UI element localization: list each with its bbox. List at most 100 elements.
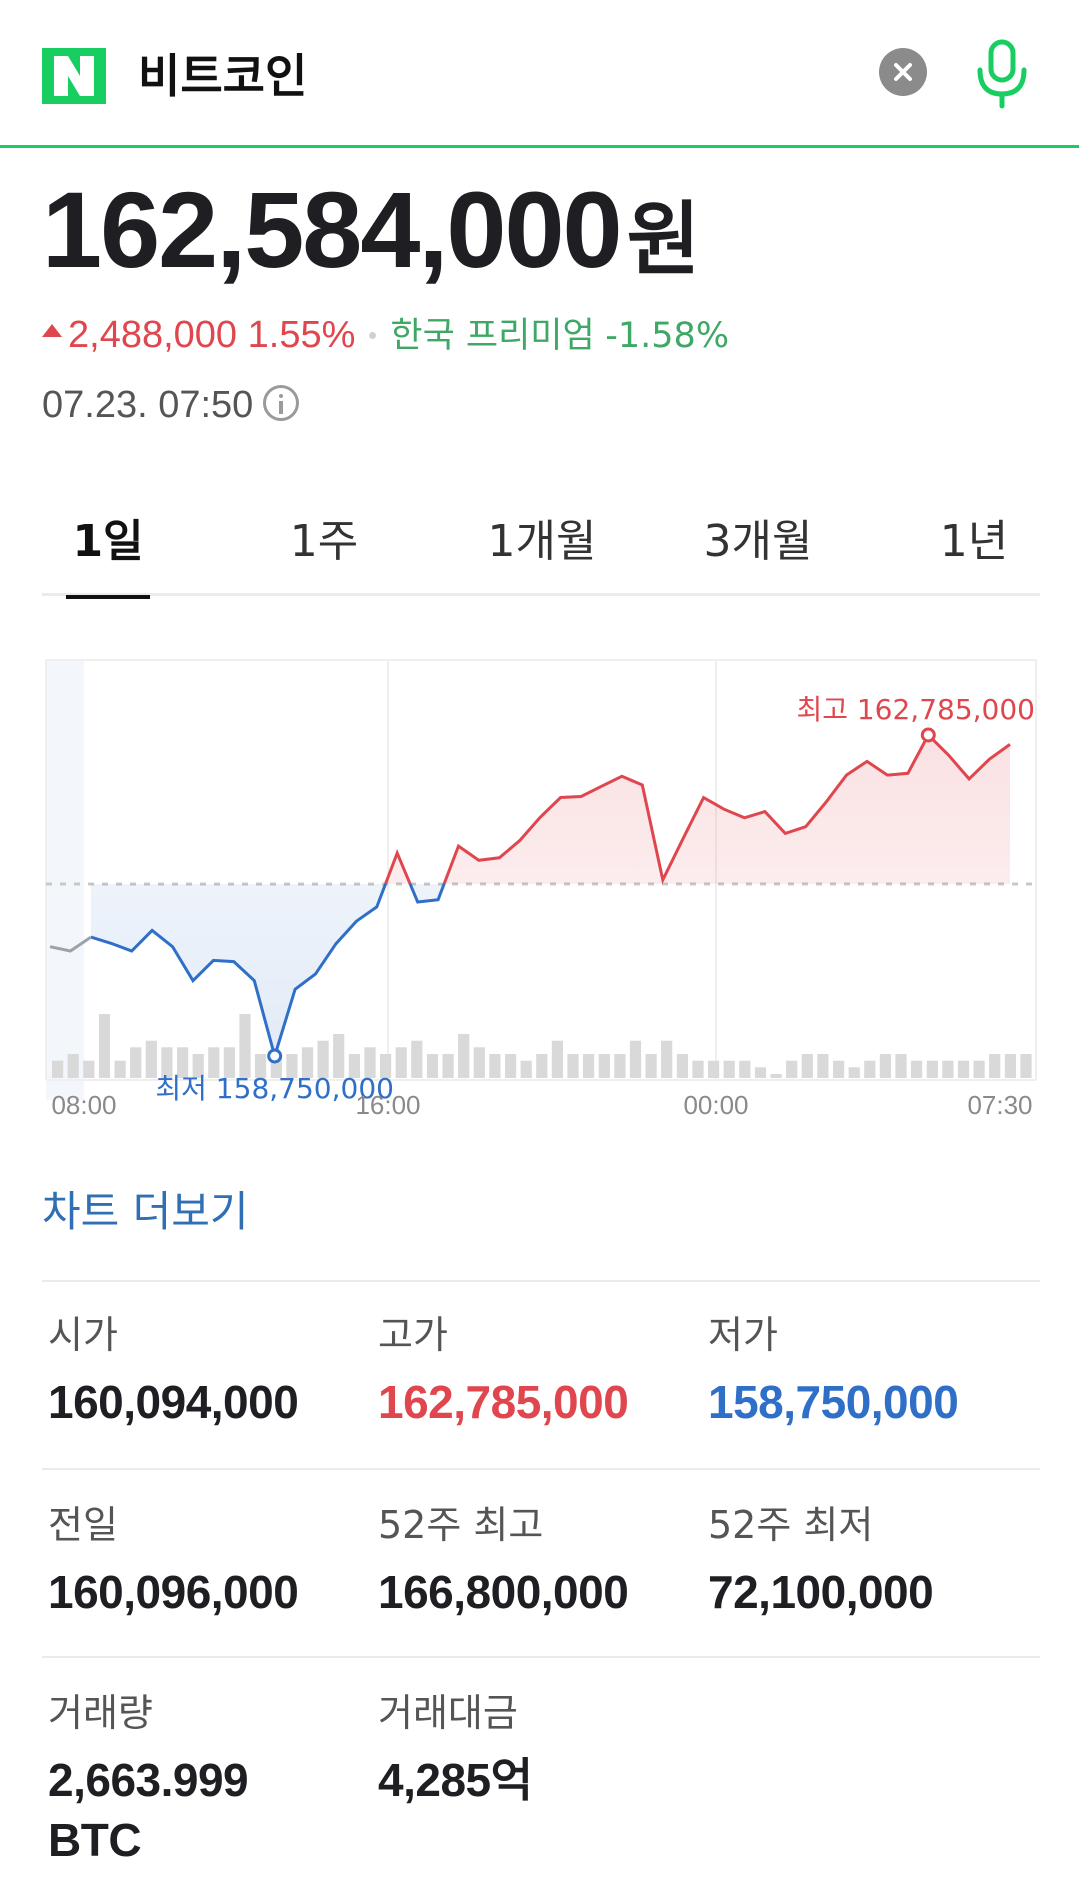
volume-bar	[708, 1060, 720, 1078]
stat-label: 전일	[48, 1503, 118, 1547]
info-icon[interactable]	[263, 385, 300, 421]
volume-bar	[926, 1060, 938, 1078]
price-chart[interactable]: 최고 162,785,000 최저 158,750,000 08:00 16:00…	[42, 640, 1040, 1130]
chart-more-link[interactable]: 차트 더보기	[42, 1187, 249, 1236]
volume-bar	[583, 1054, 595, 1078]
volume-bar	[973, 1060, 985, 1078]
stat-label: 고가	[378, 1313, 448, 1357]
volume-bar	[442, 1054, 454, 1078]
volume-bar	[864, 1060, 876, 1078]
stat-52w-low: 52주 최저 72,100,000	[708, 1500, 1038, 1622]
price-unit: 원	[626, 193, 701, 286]
volume-bar	[145, 1040, 157, 1078]
premarket-line	[49, 935, 92, 953]
volume-bar	[426, 1054, 439, 1078]
volume-bar	[67, 1054, 79, 1078]
volume-bar	[676, 1054, 688, 1078]
premarket-shade	[46, 660, 84, 1100]
tab-1week[interactable]: 1주	[289, 516, 359, 567]
volume-bar	[177, 1047, 189, 1078]
stats-divider-2	[42, 1656, 1040, 1658]
stat-value: 160,096,000	[48, 1566, 299, 1618]
premium-label[interactable]: 한국 프리미엄	[390, 316, 595, 356]
naver-logo-icon[interactable]	[42, 48, 106, 104]
tab-1month[interactable]: 1개월	[487, 516, 597, 567]
stat-value: 166,800,000	[378, 1566, 629, 1618]
stat-label: 52주 최고	[378, 1503, 544, 1547]
close-icon	[894, 63, 912, 81]
price-value: 162,584,000	[42, 169, 623, 290]
search-header: 비트코인	[0, 0, 1079, 148]
volume-bar	[754, 1067, 767, 1078]
volume-bar	[161, 1047, 173, 1078]
volume-bar	[957, 1060, 970, 1078]
up-triangle-icon	[42, 324, 62, 337]
tab-1day[interactable]: 1일	[66, 508, 150, 599]
volume-bar	[130, 1047, 142, 1078]
stat-value: 158,750,000	[708, 1376, 959, 1428]
stat-value: 2,663.999	[48, 1754, 249, 1806]
volume-bar	[848, 1067, 860, 1078]
quote-timestamp: 07.23. 07:50	[42, 380, 300, 430]
stat-value-group: 4,285억	[378, 1750, 708, 1810]
volume-bar	[239, 1014, 251, 1078]
volume-bar	[223, 1047, 235, 1078]
volume-bar	[895, 1054, 907, 1078]
separator-dot	[369, 332, 377, 339]
volume-bar	[989, 1054, 1001, 1078]
volume-bar	[770, 1074, 782, 1078]
x-tick-label: 00:00	[683, 1090, 748, 1120]
volume-bar	[317, 1040, 329, 1078]
volume-bar	[1004, 1054, 1016, 1078]
price-area-down	[90, 884, 1010, 1056]
volume-bar	[364, 1047, 376, 1078]
stat-high: 고가 162,785,000	[378, 1310, 708, 1432]
volume-bar	[52, 1060, 64, 1078]
clear-search-button[interactable]	[879, 48, 927, 96]
high-marker	[920, 727, 936, 743]
volume-bar	[380, 1054, 392, 1078]
volume-bars	[52, 1014, 1032, 1078]
stat-value-unit: BTC	[48, 1814, 142, 1866]
volume-bar	[817, 1054, 829, 1078]
current-price: 162,584,000원	[42, 168, 701, 302]
search-query[interactable]: 비트코인	[138, 49, 308, 103]
volume-bar	[833, 1060, 845, 1078]
tab-3month[interactable]: 3개월	[703, 516, 813, 567]
volume-bar	[661, 1040, 673, 1078]
volume-bar	[598, 1054, 610, 1078]
stat-label: 52주 최저	[708, 1503, 874, 1547]
x-tick-label: 08:00	[51, 1090, 116, 1120]
stat-label: 시가	[48, 1313, 118, 1357]
stat-trade-value: 거래대금 4,285억	[378, 1688, 708, 1810]
volume-bar	[473, 1047, 485, 1078]
volume-bar	[645, 1054, 657, 1078]
volume-bar	[208, 1047, 220, 1078]
x-tick-label: 07:30	[967, 1090, 1032, 1120]
volume-bar	[629, 1040, 642, 1078]
volume-bar	[505, 1054, 517, 1078]
premium-value[interactable]: -1.58%	[605, 316, 730, 356]
stat-52w-high: 52주 최고 166,800,000	[378, 1500, 708, 1622]
volume-bar	[270, 1054, 282, 1078]
volume-bar	[83, 1060, 95, 1078]
volume-bar	[395, 1047, 407, 1078]
volume-bar	[911, 1060, 923, 1078]
microphone-icon[interactable]	[972, 36, 1032, 110]
stat-prev-close: 전일 160,096,000	[48, 1500, 378, 1622]
volume-bar	[614, 1054, 626, 1078]
tab-1year[interactable]: 1년	[939, 516, 1009, 567]
volume-bar	[879, 1054, 891, 1078]
volume-bar	[567, 1054, 579, 1078]
stat-label: 거래대금	[378, 1691, 518, 1735]
volume-bar	[192, 1054, 204, 1078]
x-axis-ticks: 08:00 16:00 00:00 07:30	[51, 1090, 1032, 1120]
change-amount: 2,488,000	[68, 314, 238, 356]
volume-bar	[723, 1060, 735, 1078]
volume-bar	[114, 1060, 126, 1078]
x-tick-label: 16:00	[355, 1090, 420, 1120]
volume-bar	[1020, 1054, 1032, 1078]
stat-value: 72,100,000	[708, 1566, 934, 1618]
stat-value: 160,094,000	[48, 1376, 299, 1428]
period-tabs: 1일 1주 1개월 3개월 1년	[42, 500, 1040, 599]
